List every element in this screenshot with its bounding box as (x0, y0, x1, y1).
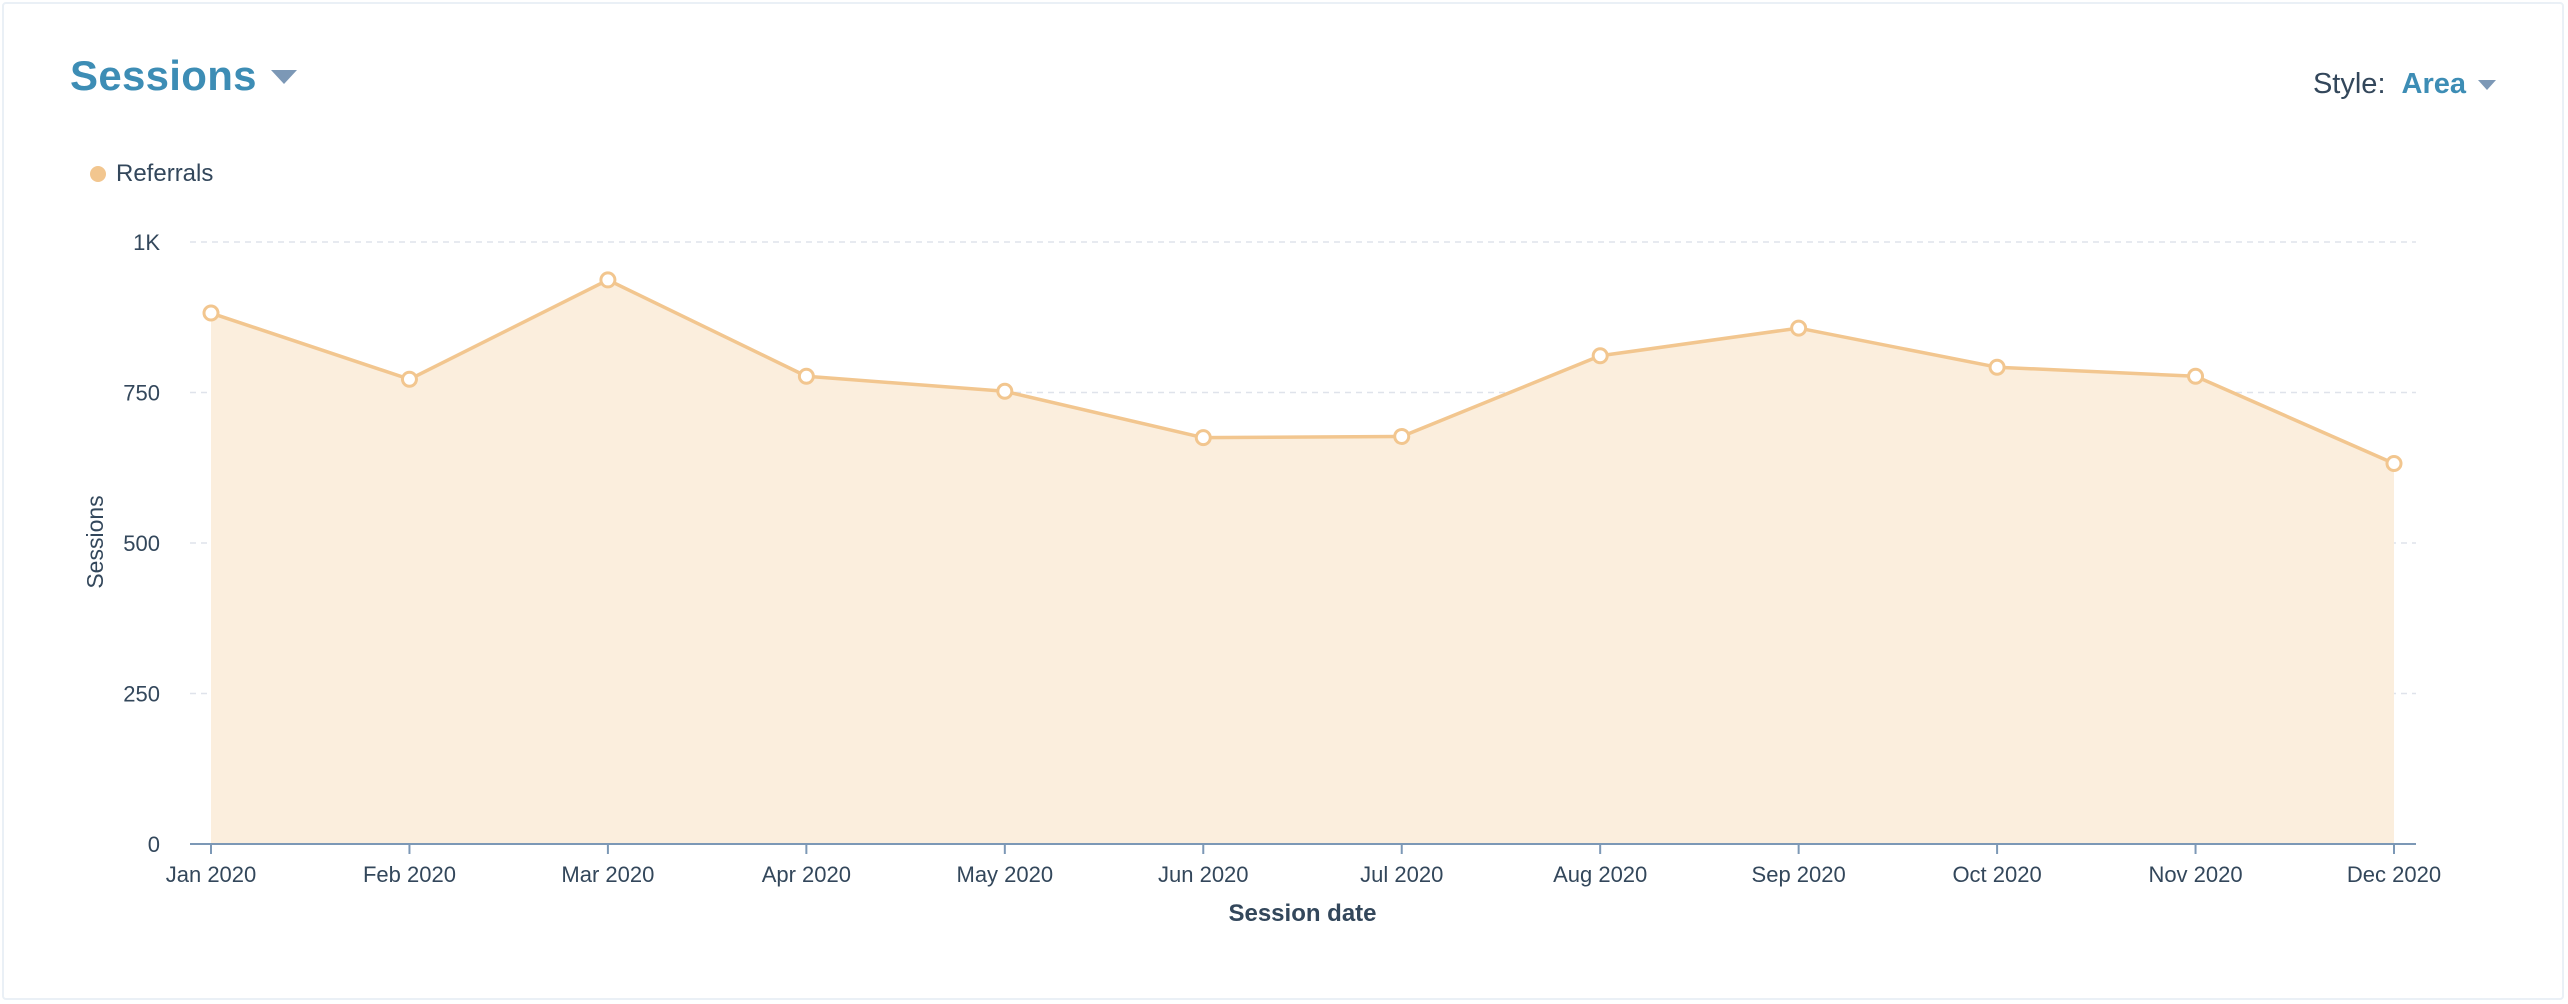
data-point-marker[interactable] (797, 367, 815, 385)
y-tick-label: 0 (148, 832, 160, 857)
style-value: Area (2401, 68, 2467, 100)
data-points (202, 271, 2403, 473)
data-point-marker[interactable] (1591, 347, 1609, 365)
style-label: Style: (2312, 68, 2386, 100)
report-title-dropdown[interactable]: Sessions (70, 52, 297, 100)
legend-item-referrals[interactable]: Referrals (90, 160, 213, 188)
x-tick-label: Aug 2020 (1553, 862, 1647, 887)
y-tick-label: 1K (133, 230, 160, 255)
x-tick-label: Oct 2020 (1952, 862, 2041, 887)
chevron-down-icon (270, 70, 297, 84)
x-tick-label: May 2020 (957, 862, 1054, 887)
data-point-marker[interactable] (599, 271, 617, 289)
data-point-marker[interactable] (996, 382, 1014, 400)
style-dropdown[interactable]: Area (2401, 68, 2496, 101)
data-point-marker[interactable] (202, 304, 220, 322)
data-point-marker[interactable] (2187, 367, 2205, 385)
axes: Jan 2020 Feb 2020 Mar 2020 Apr 2020 May 2020… (166, 843, 2441, 887)
chevron-down-icon (2478, 79, 2496, 90)
data-point-marker[interactable] (1393, 427, 1411, 445)
x-tick-label: Dec 2020 (2347, 862, 2441, 887)
area-fill-referrals (211, 279, 2394, 844)
data-point-marker[interactable] (1194, 429, 1212, 447)
y-tick-label: 250 (123, 682, 160, 707)
y-tick-label: 500 (123, 531, 160, 556)
series-line-referrals (210, 278, 2395, 466)
x-tick-label: Jan 2020 (166, 862, 257, 887)
x-tick-label: Apr 2020 (762, 862, 851, 887)
data-point-marker[interactable] (2385, 455, 2403, 473)
y-axis-title: Sessions (82, 495, 108, 588)
x-axis-title: Session date (1228, 900, 1376, 927)
x-tick-label: Mar 2020 (561, 862, 654, 887)
x-tick-label: Sep 2020 (1752, 862, 1846, 887)
x-tick-label: Jul 2020 (1360, 862, 1443, 887)
report-title: Sessions (70, 52, 257, 99)
x-tick-label: Jun 2020 (1158, 862, 1249, 887)
legend-label: Referrals (116, 160, 214, 187)
style-selector: Style: Area (2313, 68, 2496, 101)
data-point-marker[interactable] (1988, 358, 2006, 376)
x-tick-label: Nov 2020 (2148, 862, 2242, 887)
area-series (210, 278, 2395, 844)
data-point-marker[interactable] (1790, 319, 1808, 337)
y-tick-label: 750 (123, 381, 160, 406)
legend-dot-icon (90, 166, 106, 182)
x-tick-label: Feb 2020 (363, 862, 456, 887)
data-point-marker[interactable] (400, 370, 418, 388)
